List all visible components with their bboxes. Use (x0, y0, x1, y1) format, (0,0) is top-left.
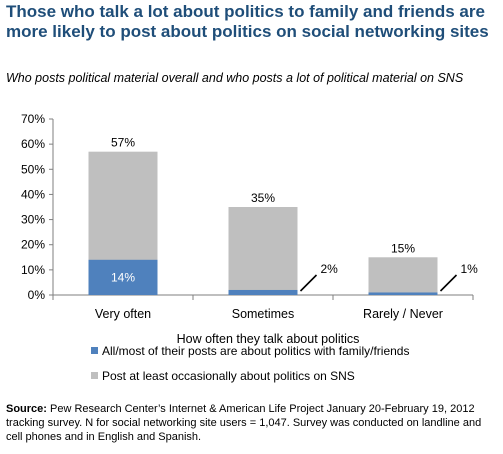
y-tick-label: 20% (21, 238, 45, 252)
chart-subtitle: Who posts political material overall and… (6, 71, 464, 85)
y-tick-label: 10% (21, 263, 45, 277)
x-tick-label: Very often (95, 307, 151, 321)
data-label-a-lot: 14% (111, 270, 135, 284)
bar-a-lot (228, 289, 298, 295)
y-tick-label: 30% (21, 213, 45, 227)
source-text: Pew Research Center’s Internet & America… (6, 403, 482, 443)
x-axis-label: How often they talk about politics (177, 332, 360, 346)
legend-label: Post at least occasionally about politic… (102, 369, 355, 383)
x-tick-label: Rarely / Never (363, 307, 443, 321)
data-label-total: 15% (391, 241, 415, 255)
leader-line (439, 274, 458, 292)
source-label: Source: (6, 403, 47, 415)
bar-total (368, 257, 438, 295)
leader-line (299, 274, 318, 292)
data-label-a-lot: 2% (321, 262, 339, 276)
bar-a-lot (88, 259, 158, 295)
y-tick-label: 40% (21, 187, 45, 201)
data-label-a-lot: 1% (461, 262, 479, 276)
y-tick-label: 70% (21, 112, 45, 126)
legend-swatch (91, 347, 98, 354)
x-tick-label: Sometimes (232, 307, 295, 321)
legend-swatch (91, 372, 98, 379)
y-tick-label: 0% (28, 288, 46, 302)
bar-total (228, 207, 298, 295)
chart-title: Those who talk a lot about politics to f… (6, 2, 489, 41)
legend-label: All/most of their posts are about politi… (102, 344, 409, 358)
data-label-total: 57% (111, 136, 135, 150)
y-tick-label: 50% (21, 162, 45, 176)
bar-chart: 0% 10% 20% 30% 40% 50% 60% 70% 57% 14% Very often 3… (21, 112, 479, 383)
data-label-total: 35% (251, 191, 275, 205)
source-note: Source: Pew Research Center’s Internet &… (6, 402, 500, 444)
y-tick-label: 60% (21, 137, 45, 151)
bar-a-lot (368, 292, 438, 295)
